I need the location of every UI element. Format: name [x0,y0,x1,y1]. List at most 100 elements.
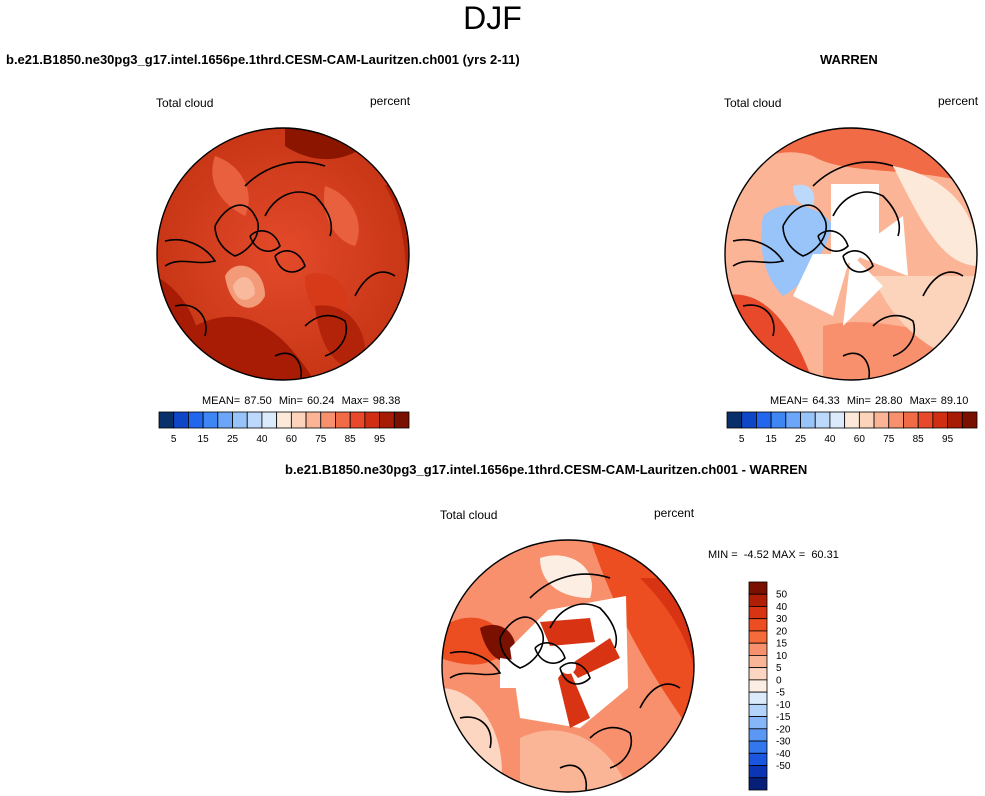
obs-colorbar-swatch [858,411,875,429]
diff-colorbar-swatch [748,703,768,717]
model-colorbar-tick-label: 95 [374,434,386,445]
model-colorbar-swatch [202,411,219,429]
diff-colorbar-swatch [748,642,768,656]
obs-colorbar-swatch [741,411,757,429]
diff-colorbar-tick-label: 20 [776,626,788,637]
obs-colorbar-swatch [888,411,904,429]
obs-colorbar-swatch [903,411,919,429]
obs-colorbar-tick-label: 40 [824,434,836,445]
model-colorbar-tick-label: 40 [256,434,268,445]
model-colorbar-swatch [173,411,189,429]
diff-variable-label: Total cloud [440,508,498,522]
obs-colorbar: 5 15 25 40 60 75 85 95 [726,411,978,445]
model-colorbar-tick-label: 5 [171,434,177,445]
diff-colorbar-tick-label: 50 [776,590,788,601]
diff-colorbar-tick-label: 0 [776,675,782,686]
obs-colorbar-swatch [726,411,743,429]
diff-colorbar-tick-label: -10 [776,700,791,711]
obs-panel-title: WARREN [820,52,878,67]
model-variable-label: Total cloud [156,96,214,110]
diff-colorbar-swatch [748,606,768,620]
model-colorbar-swatch [364,411,380,429]
diff-colorbar-swatch [748,691,768,705]
model-colorbar-swatch [276,411,292,429]
obs-colorbar-tick-label: 15 [766,434,778,445]
diff-colorbar-swatch [748,740,768,754]
obs-colorbar-tick-label: 5 [739,434,745,445]
model-colorbar-swatch [393,411,410,429]
obs-colorbar-tick-label: 95 [942,434,954,445]
model-colorbar-tick-label: 25 [227,434,239,445]
diff-colorbar-tick-label: 30 [776,614,788,625]
obs-colorbar-swatch [785,411,801,429]
model-units-label: percent [370,94,411,108]
model-stats: MEAN= 87.50 Min= 60.24 Max= 98.38 [202,395,401,407]
diff-colorbar-swatch [748,716,768,730]
obs-colorbar-swatch [873,411,890,429]
model-colorbar-swatch [349,411,366,429]
model-colorbar-swatch [188,411,204,429]
obs-colorbar-tick-label: 75 [883,434,895,445]
obs-colorbar-swatch [829,411,846,429]
model-colorbar-tick-label: 15 [198,434,210,445]
diff-colorbar-swatch [748,777,768,791]
model-panel-title: b.e21.B1850.ne30pg3_g17.intel.1656pe.1th… [6,52,520,67]
obs-colorbar-swatch [844,411,860,429]
model-colorbar-swatch [379,411,395,429]
diff-colorbar-tick-label: -20 [776,724,791,735]
diff-colorbar-tick-label: 40 [776,602,788,613]
diff-colorbar-tick-label: -40 [776,749,791,760]
diff-colorbar-swatch [748,618,768,632]
diff-colorbar-swatch [748,593,768,607]
diff-colorbar-swatch [748,765,768,779]
obs-colorbar-tick-label: 60 [854,434,866,445]
model-colorbar-swatch [232,411,248,429]
model-colorbar-swatch [335,411,351,429]
diff-colorbar-tick-label: -50 [776,761,791,772]
obs-polar-map [723,126,979,382]
model-colorbar-tick-label: 75 [315,434,327,445]
diff-colorbar-tick-label: 15 [776,639,788,650]
season-title: DJF [463,0,522,36]
model-colorbar-tick-label: 85 [345,434,357,445]
diff-colorbar-tick-label: -5 [776,688,785,699]
diff-colorbar-swatch [748,630,768,644]
model-colorbar-swatch [305,411,322,429]
obs-colorbar-swatch [947,411,963,429]
diff-units-label: percent [654,506,695,520]
diff-colorbar-swatch [748,655,768,669]
diff-colorbar-swatch [748,581,768,595]
obs-variable-label: Total cloud [724,96,782,110]
diff-stats: MIN = -4.52 MAX = 60.31 [708,549,839,561]
obs-colorbar-swatch [814,411,831,429]
diff-colorbar-tick-label: -15 [776,712,791,723]
model-colorbar-tick-label: 60 [286,434,298,445]
obs-stats: MEAN= 64.33 Min= 28.80 Max= 89.10 [770,395,969,407]
diff-colorbar-tick-label: 10 [776,651,788,662]
diff-polar-map [440,538,696,794]
model-colorbar-swatch [290,411,307,429]
obs-colorbar-swatch [756,411,772,429]
diff-colorbar-swatch [748,728,768,742]
model-colorbar-swatch [261,411,278,429]
obs-colorbar-swatch [961,411,978,429]
diff-colorbar-swatch [748,667,768,681]
obs-colorbar-swatch [800,411,816,429]
diff-colorbar-swatch [748,679,768,693]
obs-colorbar-swatch [770,411,787,429]
diff-colorbar-swatch [748,752,768,766]
model-colorbar-swatch [246,411,263,429]
model-colorbar-swatch [217,411,233,429]
obs-colorbar-swatch [932,411,948,429]
model-colorbar-swatch [320,411,336,429]
model-colorbar: 5 15 25 40 60 75 85 95 [158,411,410,445]
obs-colorbar-tick-label: 25 [795,434,807,445]
model-polar-map [155,126,411,382]
diff-colorbar-tick-label: -30 [776,737,791,748]
model-colorbar-swatch [158,411,175,429]
diff-panel-title: b.e21.B1850.ne30pg3_g17.intel.1656pe.1th… [285,462,808,477]
obs-colorbar-swatch [917,411,934,429]
obs-colorbar-tick-label: 85 [913,434,925,445]
obs-units-label: percent [938,94,979,108]
